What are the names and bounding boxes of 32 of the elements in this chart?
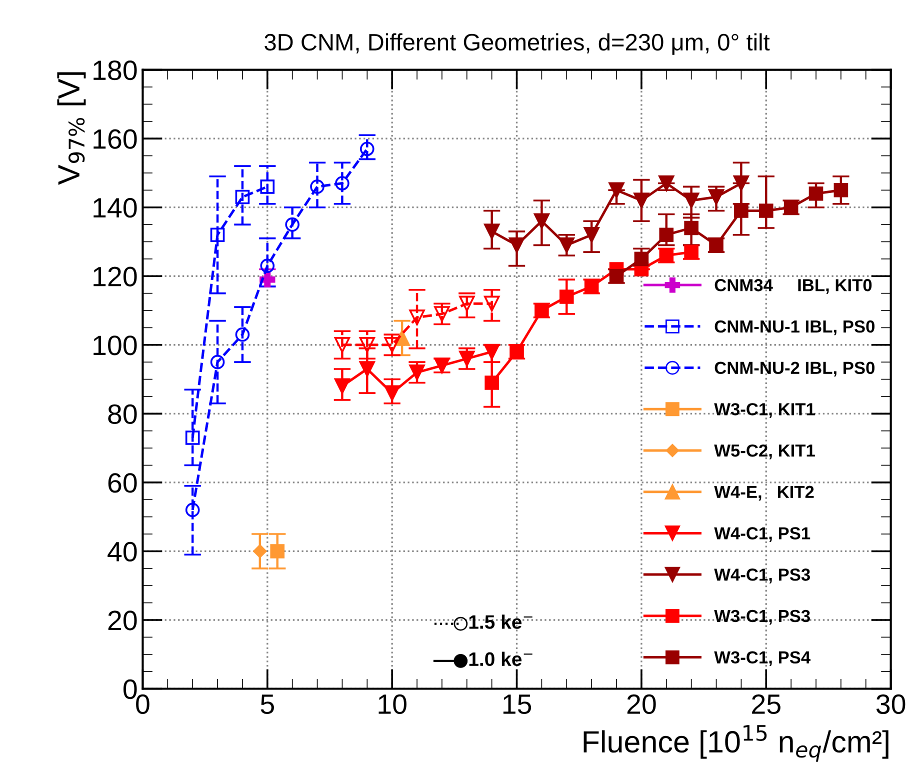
x-tick-label: 15 — [503, 694, 532, 714]
legend-label: W4-C1, PS3 — [714, 568, 810, 584]
y-tick-label: 80 — [108, 404, 137, 424]
legend-label: W4-E, KIT2 — [714, 486, 814, 501]
y-tick-label: 120 — [94, 266, 137, 286]
x-axis-title: Fluence [10$^{15}$ n$_{eq}$/cm²] — [584, 725, 888, 762]
legend-label: W5-C2, KIT1 — [714, 444, 815, 460]
y-tick-label: 140 — [94, 198, 137, 218]
x-tick-label: 25 — [752, 694, 780, 714]
y-tick-label: 20 — [108, 610, 137, 630]
legend-label: W4-C1, PS1 — [714, 527, 810, 542]
x-tick-label: 20 — [627, 694, 656, 714]
y-tick-label: 160 — [94, 129, 137, 149]
legend-label: CNM34 IBL, KIT0 — [714, 279, 872, 294]
legend-label: CNM-NU-2 IBL, PS0 — [714, 362, 874, 377]
annotation: 1.0 ke$^{−}$ — [469, 652, 532, 666]
y-axis-title: V$_{97%}$ [V] — [57, 72, 86, 185]
legend-label: CNM-NU-1 IBL, PS0 — [714, 320, 874, 336]
y-tick-label: 100 — [94, 336, 137, 356]
legend-label: W3-C1, PS3 — [714, 610, 810, 625]
x-tick-label: 30 — [876, 694, 906, 714]
x-tick-label: 0 — [136, 694, 150, 714]
legend-label: W3-C1, PS4 — [714, 651, 810, 666]
legend-label: W3-C1, KIT1 — [714, 403, 815, 418]
x-tick-label: 10 — [378, 694, 406, 714]
y-tick-label: 180 — [94, 60, 137, 80]
x-tick-label: 5 — [260, 694, 274, 714]
y-tick-label: 0 — [123, 679, 137, 700]
annotation: 1.5 ke$^{−}$ — [469, 614, 532, 629]
y-tick-label: 40 — [108, 542, 137, 562]
chart-title: 3D CNM, Different Geometries, d=230 μm, 0° tilt — [264, 33, 770, 55]
y-tick-label: 60 — [108, 473, 137, 493]
